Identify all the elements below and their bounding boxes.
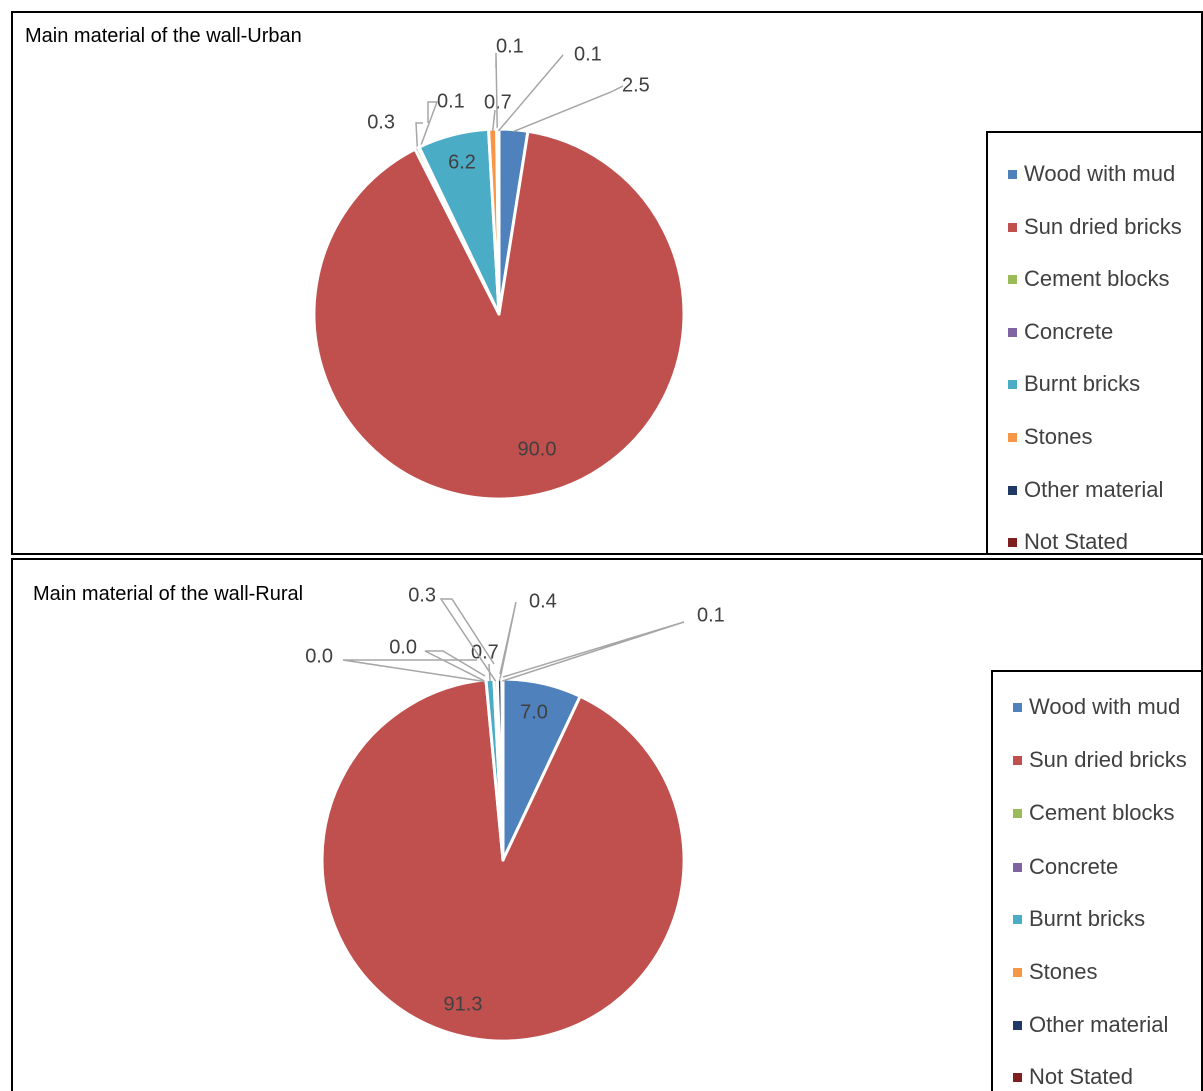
legend-label: Other material — [1029, 1012, 1169, 1037]
legend-swatch — [1008, 327, 1017, 337]
legend-label: Other material — [1024, 477, 1164, 502]
data-label-other-material: 0.1 — [496, 35, 524, 57]
data-label-concrete: 0.0 — [389, 636, 417, 658]
rural-pie-chart: 7.0 91.3 0.0 0.0 0.7 0.3 0.4 0.1 — [305, 584, 725, 1043]
leader-line-cement-blocks — [415, 122, 423, 151]
legend-item-wood-with-mud: Wood with mud — [1008, 160, 1175, 188]
legend-item-sun-dried-bricks: Sun dried bricks — [1008, 213, 1182, 241]
legend-item-sun-dried-bricks: Sun dried bricks — [1013, 746, 1187, 774]
legend-label: Concrete — [1024, 319, 1114, 344]
legend-label: Burnt bricks — [1029, 906, 1146, 931]
data-label-other-material: 0.4 — [529, 590, 557, 612]
legend-label: Stones — [1029, 959, 1098, 984]
legend-swatch — [1008, 432, 1017, 442]
legend-swatch — [1008, 222, 1017, 232]
legend-label: Wood with mud — [1029, 694, 1181, 719]
leader-line-not-stated — [497, 54, 564, 132]
legend-item-other-material: Other material — [1013, 1011, 1168, 1039]
pie-slice-not-stated — [496, 127, 501, 316]
chart-title: Main material of the wall-Rural — [33, 583, 304, 605]
legend-label: Wood with mud — [1024, 161, 1176, 186]
legend-item-not-stated: Not Stated — [1008, 528, 1128, 554]
legend-label: Not Stated — [1024, 529, 1128, 554]
legend-item-stones: Stones — [1013, 958, 1098, 986]
legend-swatch — [1013, 1072, 1022, 1082]
rural-chart-panel: Main material of the wall-Rural 7.0 91.3 0… — [11, 558, 1203, 1091]
legend-label: Sun dried bricks — [1024, 214, 1182, 239]
leader-line-wood-with-mud — [513, 85, 624, 133]
legend-item-not-stated: Not Stated — [1013, 1063, 1133, 1091]
legend-item-stones: Stones — [1008, 423, 1093, 451]
legend-swatch — [1013, 967, 1022, 977]
leader-line-stones — [491, 109, 496, 132]
leader-line-other-material — [495, 52, 499, 132]
data-label-not-stated: 0.1 — [574, 43, 602, 65]
pie-slice-not-stated — [500, 677, 505, 862]
legend-swatch — [1008, 169, 1017, 179]
legend-label: Burnt bricks — [1024, 371, 1141, 396]
data-label-not-stated: 0.1 — [697, 604, 725, 626]
legend-swatch — [1008, 537, 1017, 547]
legend-label: Not Stated — [1029, 1064, 1133, 1089]
legend-swatch — [1013, 1020, 1022, 1030]
legend-item-other-material: Other material — [1008, 476, 1163, 504]
data-label-burnt-bricks: 6.2 — [448, 151, 476, 173]
data-label-wood-with-mud: 7.0 — [520, 701, 548, 723]
legend-label: Cement blocks — [1029, 800, 1175, 825]
legend-swatch — [1008, 274, 1017, 284]
urban-pie-chart: 2.5 90.0 0.3 0.1 6.2 0.7 0.1 0.1 — [312, 35, 686, 501]
legend-item-concrete: Concrete — [1008, 318, 1113, 346]
leader-line-not-stated — [502, 621, 685, 682]
chart-legend: Wood with mud Sun dried bricks Cement bl… — [991, 670, 1201, 1091]
chart-title: Main material of the wall-Urban — [25, 25, 302, 47]
leader-line-concrete — [418, 101, 439, 150]
data-label-cement-blocks: 0.0 — [305, 645, 333, 667]
leader-line-other-material — [498, 601, 517, 682]
legend-label: Sun dried bricks — [1029, 747, 1187, 772]
legend-swatch — [1008, 379, 1017, 389]
data-label-sun-dried-bricks: 90.0 — [518, 438, 557, 460]
legend-swatch — [1013, 808, 1022, 818]
legend-label: Concrete — [1029, 854, 1119, 879]
legend-item-burnt-bricks: Burnt bricks — [1013, 905, 1145, 933]
leader-line-concrete — [424, 650, 487, 683]
legend-item-cement-blocks: Cement blocks — [1008, 265, 1170, 293]
data-label-sun-dried-bricks: 91.3 — [444, 993, 483, 1015]
data-label-stones: 0.3 — [408, 584, 436, 606]
leader-line-cement-blocks — [342, 659, 487, 683]
legend-item-wood-with-mud: Wood with mud — [1013, 693, 1180, 721]
legend-item-concrete: Concrete — [1013, 853, 1118, 881]
legend-swatch — [1013, 862, 1022, 872]
legend-item-burnt-bricks: Burnt bricks — [1008, 370, 1140, 398]
data-label-cement-blocks: 0.3 — [367, 111, 395, 133]
leader-line-stones — [439, 598, 497, 682]
chart-legend: Wood with mud Sun dried bricks Cement bl… — [986, 131, 1201, 554]
legend-swatch — [1013, 914, 1022, 924]
legend-label: Stones — [1024, 424, 1093, 449]
data-label-burnt-bricks: 0.7 — [471, 641, 499, 663]
data-label-concrete: 0.1 — [437, 90, 465, 112]
urban-chart-panel: Main material of the wall-Urban 2.5 90.0 0… — [11, 11, 1203, 555]
legend-swatch — [1013, 702, 1022, 712]
legend-label: Cement blocks — [1024, 266, 1170, 291]
data-label-wood-with-mud: 2.5 — [622, 74, 650, 96]
legend-swatch — [1008, 485, 1017, 495]
legend-item-cement-blocks: Cement blocks — [1013, 799, 1175, 827]
legend-swatch — [1013, 755, 1022, 765]
data-label-stones: 0.7 — [484, 91, 512, 113]
